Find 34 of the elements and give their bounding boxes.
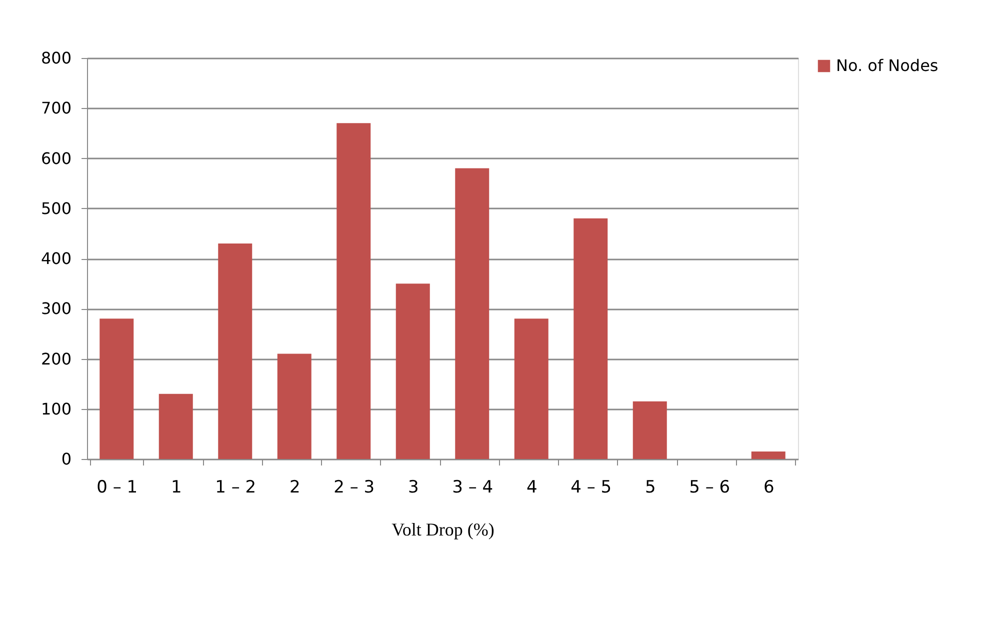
y-tick-label: 600: [40, 148, 72, 168]
x-tick-label: 4 – 5: [570, 478, 612, 498]
bar: [574, 218, 608, 459]
y-tick-label: 400: [40, 249, 72, 268]
bar: [218, 243, 252, 459]
bar: [158, 394, 193, 459]
bar: [396, 284, 430, 459]
x-tick-label: 4: [526, 478, 538, 498]
bar: [336, 123, 371, 459]
y-tick-label: 300: [40, 299, 72, 318]
bar: [277, 354, 312, 459]
x-tick-label: 2: [289, 478, 300, 498]
x-tick-label: 1: [170, 478, 182, 498]
x-tick-label: 6: [763, 478, 774, 498]
x-tick-label: 5 – 6: [689, 478, 730, 498]
x-tick-label: 2 – 3: [334, 478, 375, 498]
x-axis-title: Volt Drop (%): [392, 520, 494, 540]
y-tick-label: 800: [40, 48, 72, 68]
y-tick-label: 200: [40, 349, 72, 368]
bar: [455, 168, 490, 459]
y-tick-label: 700: [40, 98, 72, 118]
y-tick-label: 0: [61, 450, 72, 468]
x-tick-label: 3 – 4: [452, 478, 494, 498]
x-tick-label: 5: [644, 478, 656, 498]
legend-label: No. of Nodes: [836, 56, 938, 75]
bar: [632, 401, 667, 459]
x-tick-label: 1 – 2: [215, 478, 256, 498]
bar: [751, 451, 786, 459]
bar: [514, 318, 548, 459]
bar: [100, 318, 134, 459]
y-tick-label: 500: [40, 198, 72, 218]
x-tick-label: 0 – 1: [96, 478, 138, 498]
x-tick-label: 3: [408, 478, 419, 498]
y-tick-label: 100: [40, 399, 72, 418]
